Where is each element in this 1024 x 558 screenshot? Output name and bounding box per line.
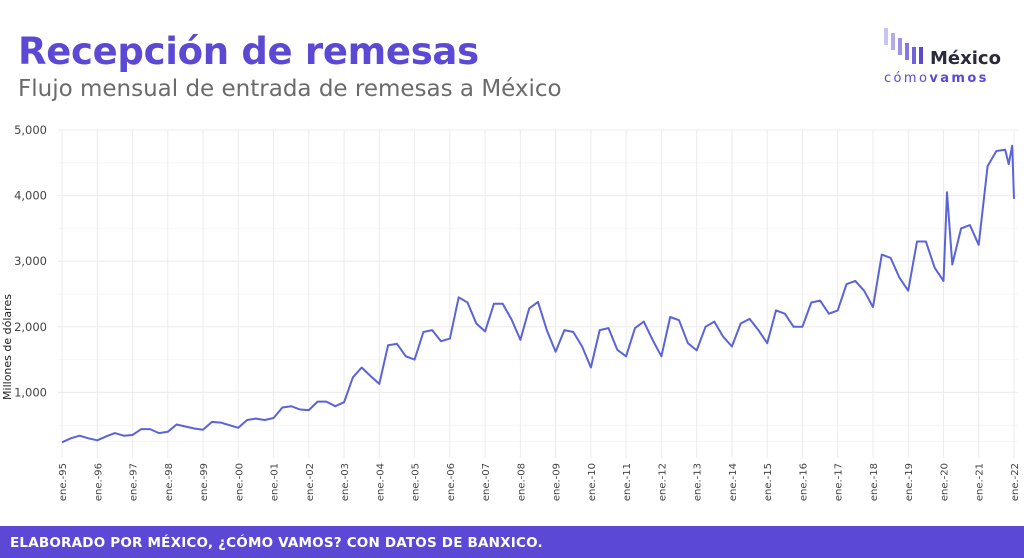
x-tick-label: ene.-20: [939, 463, 950, 501]
x-tick-label: ene.-07: [481, 463, 492, 501]
chart-grid: [58, 129, 1018, 458]
x-tick-label: ene.-95: [58, 463, 69, 501]
logo-tagline: cómovamos: [884, 71, 989, 86]
x-tick-label: ene.-12: [657, 463, 668, 501]
x-tick-label: ene.-05: [411, 463, 422, 501]
x-tick-label: ene.-99: [199, 463, 210, 501]
x-tick-label: ene.-10: [587, 463, 598, 501]
chart-title: Recepción de remesas: [18, 30, 479, 73]
y-tick-label: 4,000: [14, 189, 47, 203]
footer-bar: ELABORADO POR MÉXICO, ¿CÓMO VAMOS? CON D…: [0, 526, 1024, 558]
x-tick-label: ene.-06: [446, 463, 457, 501]
remittances-line-chart: 1,000 2,000 3,000 4,000 5,000 ene.-95 ene.-96…: [1, 123, 1021, 501]
y-tick-label: 1,000: [14, 385, 47, 399]
footer-source-text: ELABORADO POR MÉXICO, ¿CÓMO VAMOS? CON D…: [10, 535, 543, 551]
x-tick-label: ene.-21: [975, 463, 986, 501]
y-tick-label: 3,000: [14, 254, 47, 268]
logo-tagline-light: cómo: [884, 71, 930, 86]
x-tick-label: ene.-15: [763, 463, 774, 501]
x-tick-label: ene.-19: [904, 463, 915, 501]
x-tick-label: ene.-04: [375, 463, 386, 501]
logo-tagline-bold: vamos: [929, 71, 989, 86]
x-tick-label: ene.-08: [516, 463, 527, 501]
x-tick-label: ene.-16: [798, 463, 809, 501]
series-layer: [61, 144, 1015, 444]
x-tick-label: ene.-00: [234, 463, 245, 501]
y-tick-label: 5,000: [14, 123, 47, 137]
y-axis-label: Millones de dólares: [1, 294, 14, 400]
x-tick-label: ene.-17: [834, 463, 845, 501]
mexico-como-vamos-logo: México cómovamos: [884, 28, 1014, 86]
x-tick-label: ene.-96: [93, 463, 104, 501]
x-tick-label: ene.-18: [869, 463, 880, 501]
x-tick-label: ene.-02: [305, 463, 316, 501]
x-tick-label: ene.-09: [552, 463, 563, 501]
x-tick-label: ene.-01: [270, 463, 281, 501]
x-axis-ticks: ene.-95 ene.-96 ene.-97 ene.-98 ene.-99 ene.-…: [58, 463, 1021, 501]
chart-subtitle: Flujo mensual de entrada de remesas a Mé…: [18, 76, 562, 102]
x-tick-label: ene.-03: [340, 463, 351, 501]
logo-mexico-text: México: [930, 48, 1001, 69]
x-tick-label: ene.-98: [164, 463, 175, 501]
x-tick-label: ene.-22: [1010, 463, 1021, 501]
y-axis-ticks: 1,000 2,000 3,000 4,000 5,000: [14, 123, 47, 399]
series-line: [61, 144, 1015, 444]
y-tick-label: 2,000: [14, 320, 47, 334]
x-tick-label: ene.-11: [622, 463, 633, 501]
x-tick-label: ene.-14: [728, 463, 739, 501]
x-tick-label: ene.-97: [129, 463, 140, 501]
logo-bars-icon: [884, 28, 923, 64]
x-tick-label: ene.-13: [693, 463, 704, 501]
